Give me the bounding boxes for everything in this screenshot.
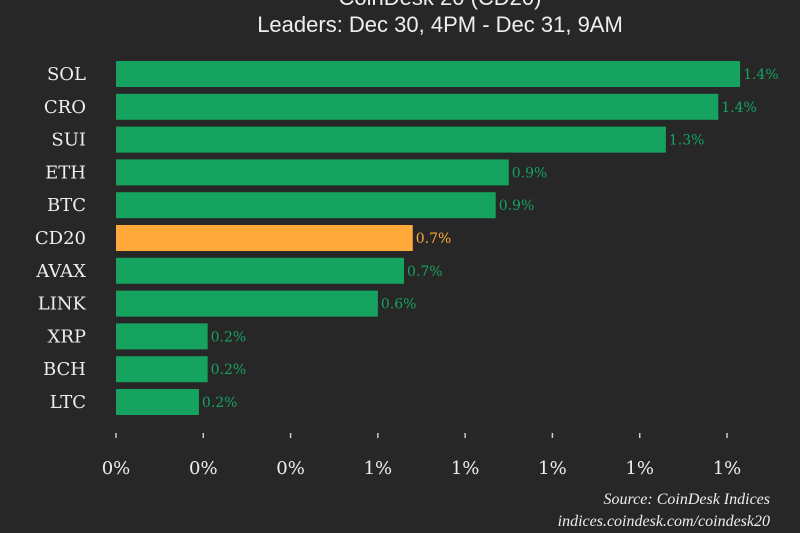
category-label: XRP xyxy=(48,326,86,347)
category-label: SOL xyxy=(47,64,86,85)
data-label: 0.9% xyxy=(512,165,548,181)
bar-eth xyxy=(116,159,509,186)
data-label: 0.2% xyxy=(211,329,247,345)
category-label: SUI xyxy=(51,130,86,151)
category-label: CD20 xyxy=(35,228,86,249)
bar-bch xyxy=(116,356,208,383)
bar-cro xyxy=(116,93,719,120)
bar-link xyxy=(116,290,378,317)
chart-title: CoinDesk 20 (CD20) xyxy=(339,0,542,10)
data-label: 1.4% xyxy=(743,67,779,83)
category-label: ETH xyxy=(45,162,86,183)
source-note: Source: CoinDesk Indices xyxy=(604,491,770,508)
bar-ltc xyxy=(116,389,199,415)
x-tick-label: 1% xyxy=(364,458,393,479)
bar-sol xyxy=(116,61,741,87)
x-tick-label: 0% xyxy=(276,458,305,479)
category-label: CRO xyxy=(44,97,86,118)
bar-cd20 xyxy=(116,225,413,251)
x-tick-label: 0% xyxy=(189,458,218,479)
data-label: 0.2% xyxy=(211,362,247,378)
category-label: AVAX xyxy=(35,261,86,282)
x-tick-label: 0% xyxy=(102,458,131,479)
data-label: 0.6% xyxy=(381,297,417,313)
data-label: 1.3% xyxy=(669,133,705,149)
category-label: BTC xyxy=(47,195,86,216)
bar-sui xyxy=(116,126,666,153)
bar-xrp xyxy=(116,323,208,350)
data-label: 0.7% xyxy=(416,231,452,247)
data-label: 0.2% xyxy=(202,395,238,411)
x-tick-label: 1% xyxy=(713,458,742,479)
x-tick-label: 1% xyxy=(538,458,567,479)
source-url: indices.coindesk.com/coindesk20 xyxy=(558,513,770,530)
chart-subtitle: Leaders: Dec 30, 4PM - Dec 31, 9AM xyxy=(257,12,623,37)
category-label: LINK xyxy=(38,294,87,315)
data-label: 0.9% xyxy=(499,198,535,214)
x-tick-label: 1% xyxy=(451,458,480,479)
category-label: BCH xyxy=(43,359,86,380)
bar-btc xyxy=(116,192,496,219)
category-label: LTC xyxy=(50,392,86,413)
x-tick-label: 1% xyxy=(625,458,654,479)
bar-avax xyxy=(116,257,405,284)
data-label: 0.7% xyxy=(407,264,443,280)
data-label: 1.4% xyxy=(721,100,757,116)
